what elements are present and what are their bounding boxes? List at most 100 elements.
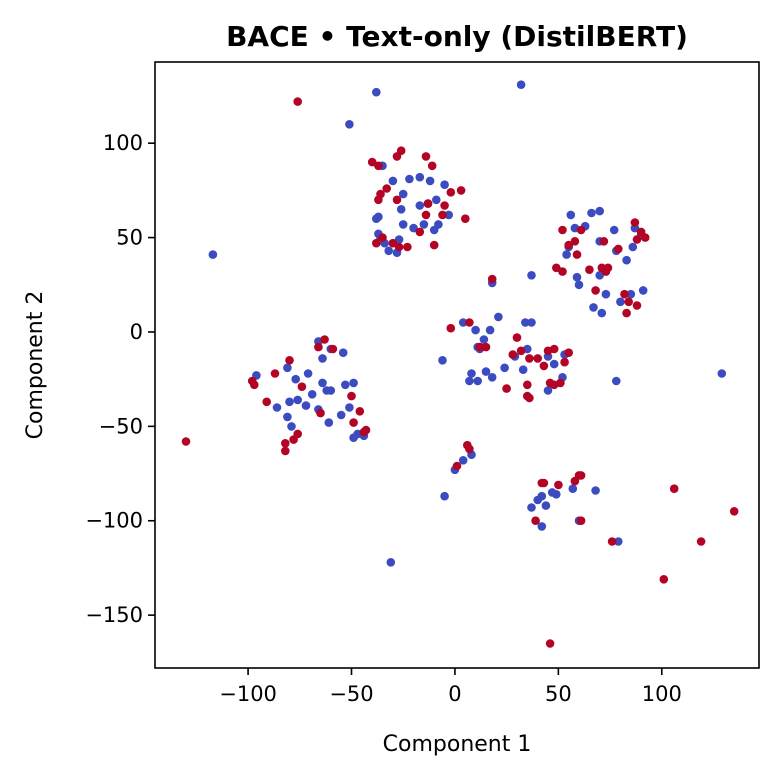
scatter-point: [378, 233, 387, 242]
scatter-point: [547, 488, 557, 497]
scatter-point: [465, 444, 474, 454]
scatter-point: [429, 225, 439, 235]
scatter-point: [614, 537, 623, 546]
scatter-point: [419, 220, 429, 229]
scatter-point: [440, 180, 449, 189]
scatter-point: [494, 312, 503, 322]
scatter-point: [603, 263, 613, 273]
scatter-point: [272, 403, 282, 412]
scatter-point: [576, 471, 586, 480]
scatter-point: [471, 325, 480, 335]
scatter-point: [597, 308, 607, 318]
scatter-point: [512, 333, 522, 342]
scatter-point: [293, 97, 303, 106]
scatter-point: [421, 210, 431, 220]
y-tick-label: −50: [99, 414, 143, 438]
scatter-point: [285, 356, 294, 365]
scatter-point: [558, 225, 567, 235]
scatter-point: [316, 408, 325, 418]
chart-title: BACE • Text-only (DistilBERT): [226, 20, 688, 53]
scatter-point: [502, 384, 511, 393]
scatter-point: [384, 246, 394, 256]
scatter-point: [438, 210, 447, 220]
scatter-point: [632, 235, 642, 244]
scatter-point: [525, 393, 534, 403]
scatter-point: [307, 390, 317, 399]
scatter-point: [589, 303, 598, 312]
scatter-point: [465, 376, 474, 386]
scatter-point: [717, 369, 727, 378]
scatter-point: [558, 267, 567, 276]
x-tick-label: −100: [219, 682, 277, 706]
scatter-point: [285, 397, 294, 407]
scatter-point: [458, 318, 468, 327]
scatter-point: [549, 359, 559, 369]
scatter-point: [467, 369, 476, 378]
scatter-point: [527, 503, 536, 512]
scatter-point: [487, 373, 497, 382]
scatter-point: [531, 516, 540, 525]
scatter-point: [612, 376, 621, 386]
scatter-point: [318, 354, 327, 363]
scatter-point: [562, 250, 571, 259]
scatter-point: [620, 289, 629, 299]
scatter-point: [527, 271, 536, 280]
scatter-point: [624, 297, 633, 307]
scatter-point: [616, 297, 625, 307]
scatter-point: [355, 407, 365, 416]
scatter-point: [423, 199, 433, 208]
scatter-point: [539, 361, 549, 371]
scatter-point: [669, 484, 679, 494]
scatter-point: [386, 558, 396, 567]
scatter-point: [322, 386, 332, 395]
scatter-point: [338, 348, 348, 358]
scatter-point: [415, 201, 425, 210]
scatter-point: [398, 220, 408, 229]
scatter-point: [516, 346, 526, 356]
scatter-point: [516, 80, 526, 89]
scatter-point: [599, 237, 609, 246]
scatter-point: [473, 376, 483, 386]
scatter-point: [543, 386, 553, 395]
scatter-point: [541, 501, 551, 510]
scatter-point: [475, 342, 485, 352]
scatter-point: [537, 522, 547, 531]
scatter-point: [485, 325, 495, 335]
scatter-point: [609, 225, 619, 235]
scatter-point: [345, 403, 354, 412]
scatter-point: [465, 318, 474, 327]
scatter-point: [396, 205, 406, 214]
x-tick-label: −50: [329, 682, 373, 706]
scatter-point: [425, 176, 435, 186]
scatter-point: [394, 242, 404, 252]
scatter-point: [208, 250, 218, 259]
scatter-point: [640, 233, 650, 242]
axes-layer: −100 −50 0 50 100 −150 −100 −50 0 50 100: [85, 131, 682, 706]
x-tick-label: 0: [448, 682, 461, 706]
scatter-point: [446, 188, 456, 197]
scatter-point: [405, 174, 414, 184]
scatter-point: [444, 210, 454, 220]
scatter-point: [432, 195, 441, 205]
scatter-point: [576, 516, 586, 525]
scatter-point: [283, 363, 292, 373]
scatter-point: [394, 235, 404, 244]
y-tick-label: −150: [85, 603, 143, 627]
scatter-point: [429, 240, 439, 250]
scatter-point: [572, 250, 582, 259]
points-layer: [181, 80, 739, 648]
scatter-point: [347, 391, 356, 401]
scatter-point: [452, 461, 462, 471]
scatter-point: [607, 537, 617, 546]
scatter-point: [396, 146, 406, 155]
scatter-point: [427, 161, 437, 171]
scatter-point: [345, 120, 354, 129]
scatter-point: [281, 439, 290, 448]
scatter-point: [537, 491, 547, 501]
scatter-point: [525, 354, 534, 363]
scatter-point: [508, 350, 518, 359]
scatter-point: [729, 507, 739, 516]
scatter-point: [587, 208, 596, 218]
scatter-point: [630, 218, 640, 227]
